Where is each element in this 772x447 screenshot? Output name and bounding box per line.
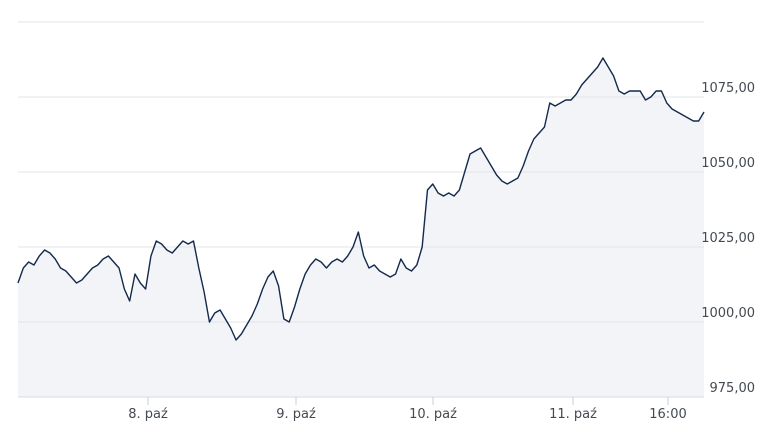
y-tick-label: 1025,00 [701,231,755,246]
y-tick-label: 1050,00 [701,156,755,171]
y-tick-label: 1000,00 [701,306,755,321]
x-tick-label: 16:00 [649,407,686,422]
x-tick-label: 11. paź [549,407,597,422]
y-tick-label: 1075,00 [701,81,755,96]
x-tick-label: 9. paź [276,407,316,422]
y-tick-label: 975,00 [710,381,756,396]
series-line [17,57,705,341]
x-tick-label: 10. paź [409,407,457,422]
x-tick-label: 8. paź [128,407,168,422]
